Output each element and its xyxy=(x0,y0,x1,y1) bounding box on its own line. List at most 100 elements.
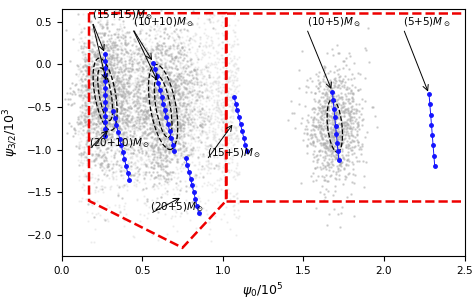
Point xyxy=(167,147,174,152)
Point xyxy=(136,114,143,119)
Point xyxy=(74,131,82,136)
Point xyxy=(93,42,100,46)
Point xyxy=(196,128,203,132)
Point xyxy=(89,73,96,77)
Point xyxy=(201,116,209,121)
Point xyxy=(167,101,174,106)
Point xyxy=(93,49,101,53)
Point xyxy=(351,126,359,131)
Point xyxy=(148,40,156,45)
Point xyxy=(96,59,103,63)
Point xyxy=(117,102,125,107)
Point xyxy=(81,101,89,105)
Point xyxy=(319,94,327,99)
Point xyxy=(102,64,110,69)
Point xyxy=(327,128,335,133)
Point xyxy=(314,105,321,109)
Point xyxy=(328,93,336,98)
Point xyxy=(323,91,331,96)
Point xyxy=(102,102,110,107)
Point xyxy=(335,169,342,174)
Point xyxy=(107,54,114,59)
Point xyxy=(218,125,226,129)
Point xyxy=(155,122,163,127)
Point xyxy=(175,132,182,136)
Point xyxy=(181,78,188,83)
Point xyxy=(172,97,180,102)
Point xyxy=(164,79,171,84)
Point xyxy=(118,162,125,167)
Point xyxy=(142,152,149,157)
Point xyxy=(168,126,175,131)
Point xyxy=(90,39,97,44)
Point xyxy=(343,145,350,150)
Point xyxy=(84,129,91,134)
Point xyxy=(207,122,214,127)
Point xyxy=(121,92,129,97)
Point xyxy=(164,81,172,86)
Point xyxy=(116,34,123,38)
Point xyxy=(229,194,237,198)
Point xyxy=(345,101,353,105)
Point xyxy=(151,90,158,94)
Point xyxy=(164,101,172,106)
Point xyxy=(186,85,193,90)
Point xyxy=(101,43,109,48)
Point xyxy=(319,160,326,165)
Point xyxy=(116,66,123,71)
Point xyxy=(126,59,134,64)
Point xyxy=(233,75,240,80)
Point xyxy=(325,88,333,93)
Point xyxy=(154,130,162,135)
Point xyxy=(128,126,136,131)
Point xyxy=(99,97,107,102)
Point xyxy=(132,132,140,137)
Point xyxy=(105,55,112,60)
Point xyxy=(118,84,125,89)
Point xyxy=(193,91,201,96)
Point xyxy=(119,21,127,26)
Point xyxy=(80,102,88,107)
Point xyxy=(100,56,107,60)
Point xyxy=(90,76,98,81)
Point xyxy=(72,144,80,148)
Point xyxy=(165,34,173,38)
Point xyxy=(322,80,329,84)
Point xyxy=(125,78,132,83)
Point xyxy=(207,121,215,126)
Point xyxy=(98,76,105,80)
Point xyxy=(329,53,337,58)
Point xyxy=(210,134,218,139)
Point xyxy=(118,32,126,37)
Point xyxy=(109,91,116,96)
Point xyxy=(144,131,151,136)
Point xyxy=(320,98,328,103)
Point xyxy=(130,51,138,56)
Point xyxy=(174,160,182,164)
Point xyxy=(98,119,105,124)
Point xyxy=(160,27,167,32)
Point xyxy=(178,88,186,93)
Point xyxy=(173,132,181,136)
Point xyxy=(103,122,111,127)
Point xyxy=(309,179,317,184)
Point xyxy=(332,156,340,161)
Point xyxy=(100,114,108,119)
Point xyxy=(199,120,206,125)
Point xyxy=(218,109,225,114)
Point xyxy=(182,16,190,21)
Point xyxy=(198,124,206,128)
Point xyxy=(164,80,172,84)
Point xyxy=(117,131,125,136)
Point xyxy=(87,111,94,116)
Point xyxy=(184,125,191,130)
Point xyxy=(109,114,117,119)
Point xyxy=(147,165,155,170)
Point xyxy=(197,171,204,176)
Point xyxy=(118,28,126,32)
Point xyxy=(115,118,123,123)
Point xyxy=(159,67,166,72)
Point xyxy=(146,112,154,117)
Point xyxy=(319,107,327,112)
Point xyxy=(90,25,97,30)
